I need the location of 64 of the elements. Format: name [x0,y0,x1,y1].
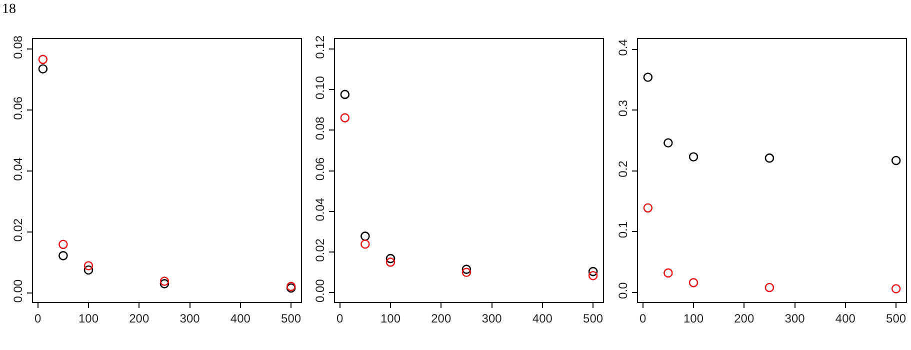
point [462,264,472,274]
x-tick-label: 500 [886,311,906,326]
y-tick-label: 0.06 [313,157,328,181]
x-tick-label: 500 [281,311,302,326]
y-tick-label: 0.1 [616,221,630,238]
x-tick-label: 200 [734,311,754,326]
y-tick-label: 0.02 [313,238,328,262]
point [764,282,774,292]
y-tick-label: 0.2 [616,160,630,178]
y-tick-label: 0.02 [11,218,26,242]
point [588,266,598,276]
point [891,156,901,166]
point [643,203,653,213]
point [38,54,48,64]
point [462,268,472,277]
x-tick-label: 400 [835,311,856,326]
y-tick-label: 0.00 [11,279,26,303]
x-tick-label: 100 [78,311,99,326]
point [160,276,170,286]
point [643,72,653,82]
point [386,254,396,264]
point [360,232,370,241]
point [58,240,68,250]
point [664,138,673,148]
y-tick-label: 0.04 [313,198,328,222]
point [38,64,48,74]
point [764,153,774,163]
point [386,258,396,267]
x-tick-label: 400 [532,311,553,326]
x-tick-label: 0 [336,311,344,326]
y-tick-label: 0.08 [313,116,328,140]
x-tick-label: 400 [230,311,251,326]
y-tick-label: 0.0 [616,282,630,299]
x-tick-label: 100 [380,311,401,326]
x-tick-label: 300 [180,311,200,326]
point [360,239,370,249]
y-tick-label: 0.00 [313,278,328,303]
point [588,270,598,280]
point [340,113,350,122]
point [340,90,350,100]
point [688,278,698,288]
y-tick-label: 0.06 [11,96,26,120]
y-tick-label: 0.4 [616,38,630,56]
point [688,152,698,162]
y-tick-label: 0.08 [11,35,26,59]
point [84,265,94,275]
y-tick-label: 0.12 [313,35,328,59]
x-tick-label: 100 [683,311,704,326]
y-tick-label: 0.04 [11,157,26,181]
point [891,284,901,294]
point [160,279,170,288]
x-tick-label: 0 [34,311,42,326]
x-tick-label: 200 [431,311,452,326]
point [58,251,68,260]
x-tick-label: 300 [784,311,806,326]
point [84,261,94,270]
y-tick-label: 0.10 [313,76,328,100]
y-tick-label: 0.3 [616,100,630,117]
x-tick-label: 500 [583,311,604,326]
text: 18 [2,2,16,17]
x-tick-label: 300 [482,311,502,326]
x-tick-label: 0 [640,311,647,326]
point [664,268,673,278]
x-tick-label: 200 [129,311,150,326]
